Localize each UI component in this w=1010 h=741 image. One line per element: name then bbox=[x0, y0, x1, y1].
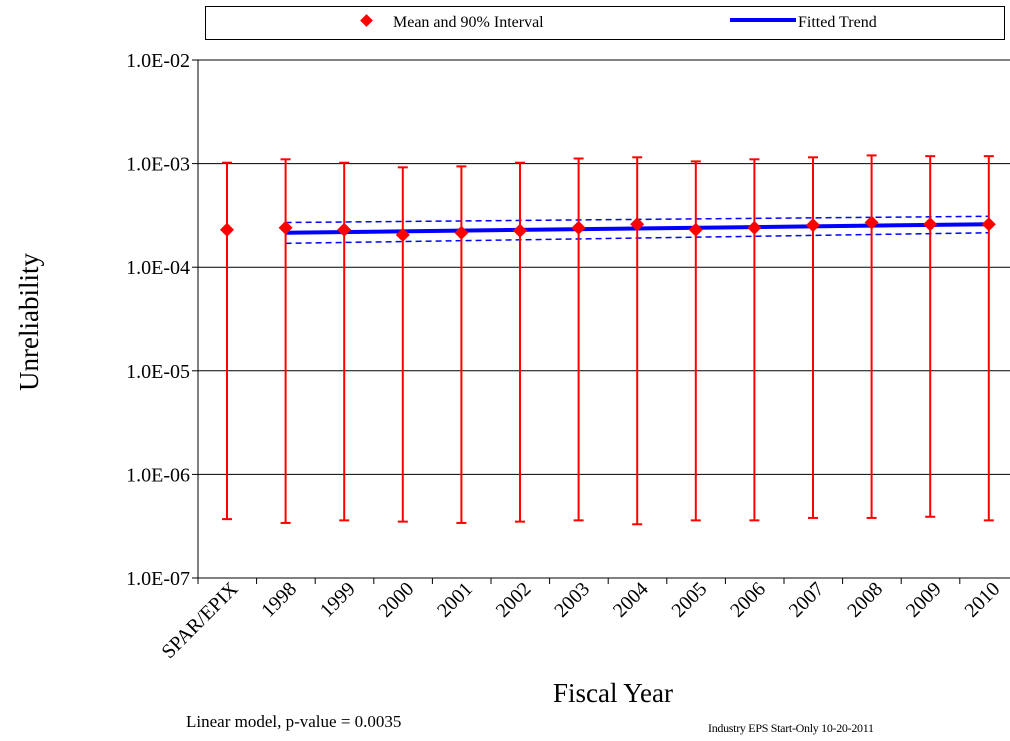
x-tick-label: 2009 bbox=[902, 578, 946, 622]
x-tick-label: 2008 bbox=[843, 578, 887, 622]
gridlines bbox=[198, 59, 1010, 475]
error-bars bbox=[222, 154, 994, 526]
mean-point bbox=[571, 220, 586, 235]
x-tick-label: SPAR/EPIX bbox=[158, 578, 243, 663]
mean-point bbox=[513, 223, 527, 238]
mean-point bbox=[923, 217, 938, 232]
mean-point bbox=[454, 225, 469, 240]
mean-point bbox=[395, 227, 410, 242]
x-tick-label: 2003 bbox=[550, 578, 594, 622]
x-tick-label: 1999 bbox=[316, 578, 360, 622]
y-axis-title: Unreliability bbox=[14, 253, 44, 391]
mean-point bbox=[864, 215, 879, 230]
legend: Mean and 90% Interval Fitted Trend bbox=[205, 6, 1005, 40]
axis-labels: 1.0E-07 1.0E-06 1.0E-05 1.0E-04 1.0E-03 1.0E-… bbox=[14, 50, 1004, 708]
mean-points bbox=[220, 215, 996, 242]
diamond-marker-icon bbox=[360, 14, 373, 27]
x-tick-label: 2007 bbox=[785, 578, 829, 622]
x-tick-label: 2004 bbox=[609, 578, 653, 622]
axes bbox=[192, 59, 1010, 584]
y-tick-label: 1.0E-02 bbox=[126, 50, 190, 72]
mean-point bbox=[220, 222, 234, 237]
mean-point bbox=[337, 222, 352, 237]
trend-line-icon bbox=[730, 18, 796, 22]
x-tick-label: 2001 bbox=[433, 578, 477, 622]
x-axis-title: Fiscal Year bbox=[553, 678, 673, 708]
x-tick-label: 2006 bbox=[726, 578, 770, 622]
mean-point bbox=[688, 222, 703, 237]
y-tick-label: 1.0E-03 bbox=[126, 154, 190, 176]
mean-point bbox=[278, 220, 293, 235]
x-tick-label: 2010 bbox=[960, 578, 1004, 622]
x-tick-label: 1998 bbox=[257, 578, 301, 622]
mean-point bbox=[981, 217, 996, 232]
legend-mean-item: Mean and 90% Interval bbox=[360, 14, 544, 32]
mean-point bbox=[630, 217, 645, 232]
legend-trend-item: Fitted Trend bbox=[730, 14, 877, 32]
model-note: Linear model, p-value = 0.0035 bbox=[186, 712, 402, 731]
y-tick-label: 1.0E-04 bbox=[126, 257, 190, 279]
source-note: Industry EPS Start-Only 10-20-2011 bbox=[708, 721, 874, 735]
mean-point bbox=[747, 220, 762, 235]
x-tick-label: 2005 bbox=[667, 578, 711, 622]
legend-trend-label: Fitted Trend bbox=[798, 14, 877, 31]
y-tick-label: 1.0E-07 bbox=[126, 568, 190, 590]
mean-point bbox=[806, 218, 820, 233]
y-tick-label: 1.0E-05 bbox=[126, 361, 190, 383]
x-tick-label: 2002 bbox=[492, 578, 536, 622]
y-tick-label: 1.0E-06 bbox=[126, 464, 190, 486]
legend-mean-label: Mean and 90% Interval bbox=[393, 14, 544, 31]
x-tick-label: 2000 bbox=[374, 578, 418, 622]
